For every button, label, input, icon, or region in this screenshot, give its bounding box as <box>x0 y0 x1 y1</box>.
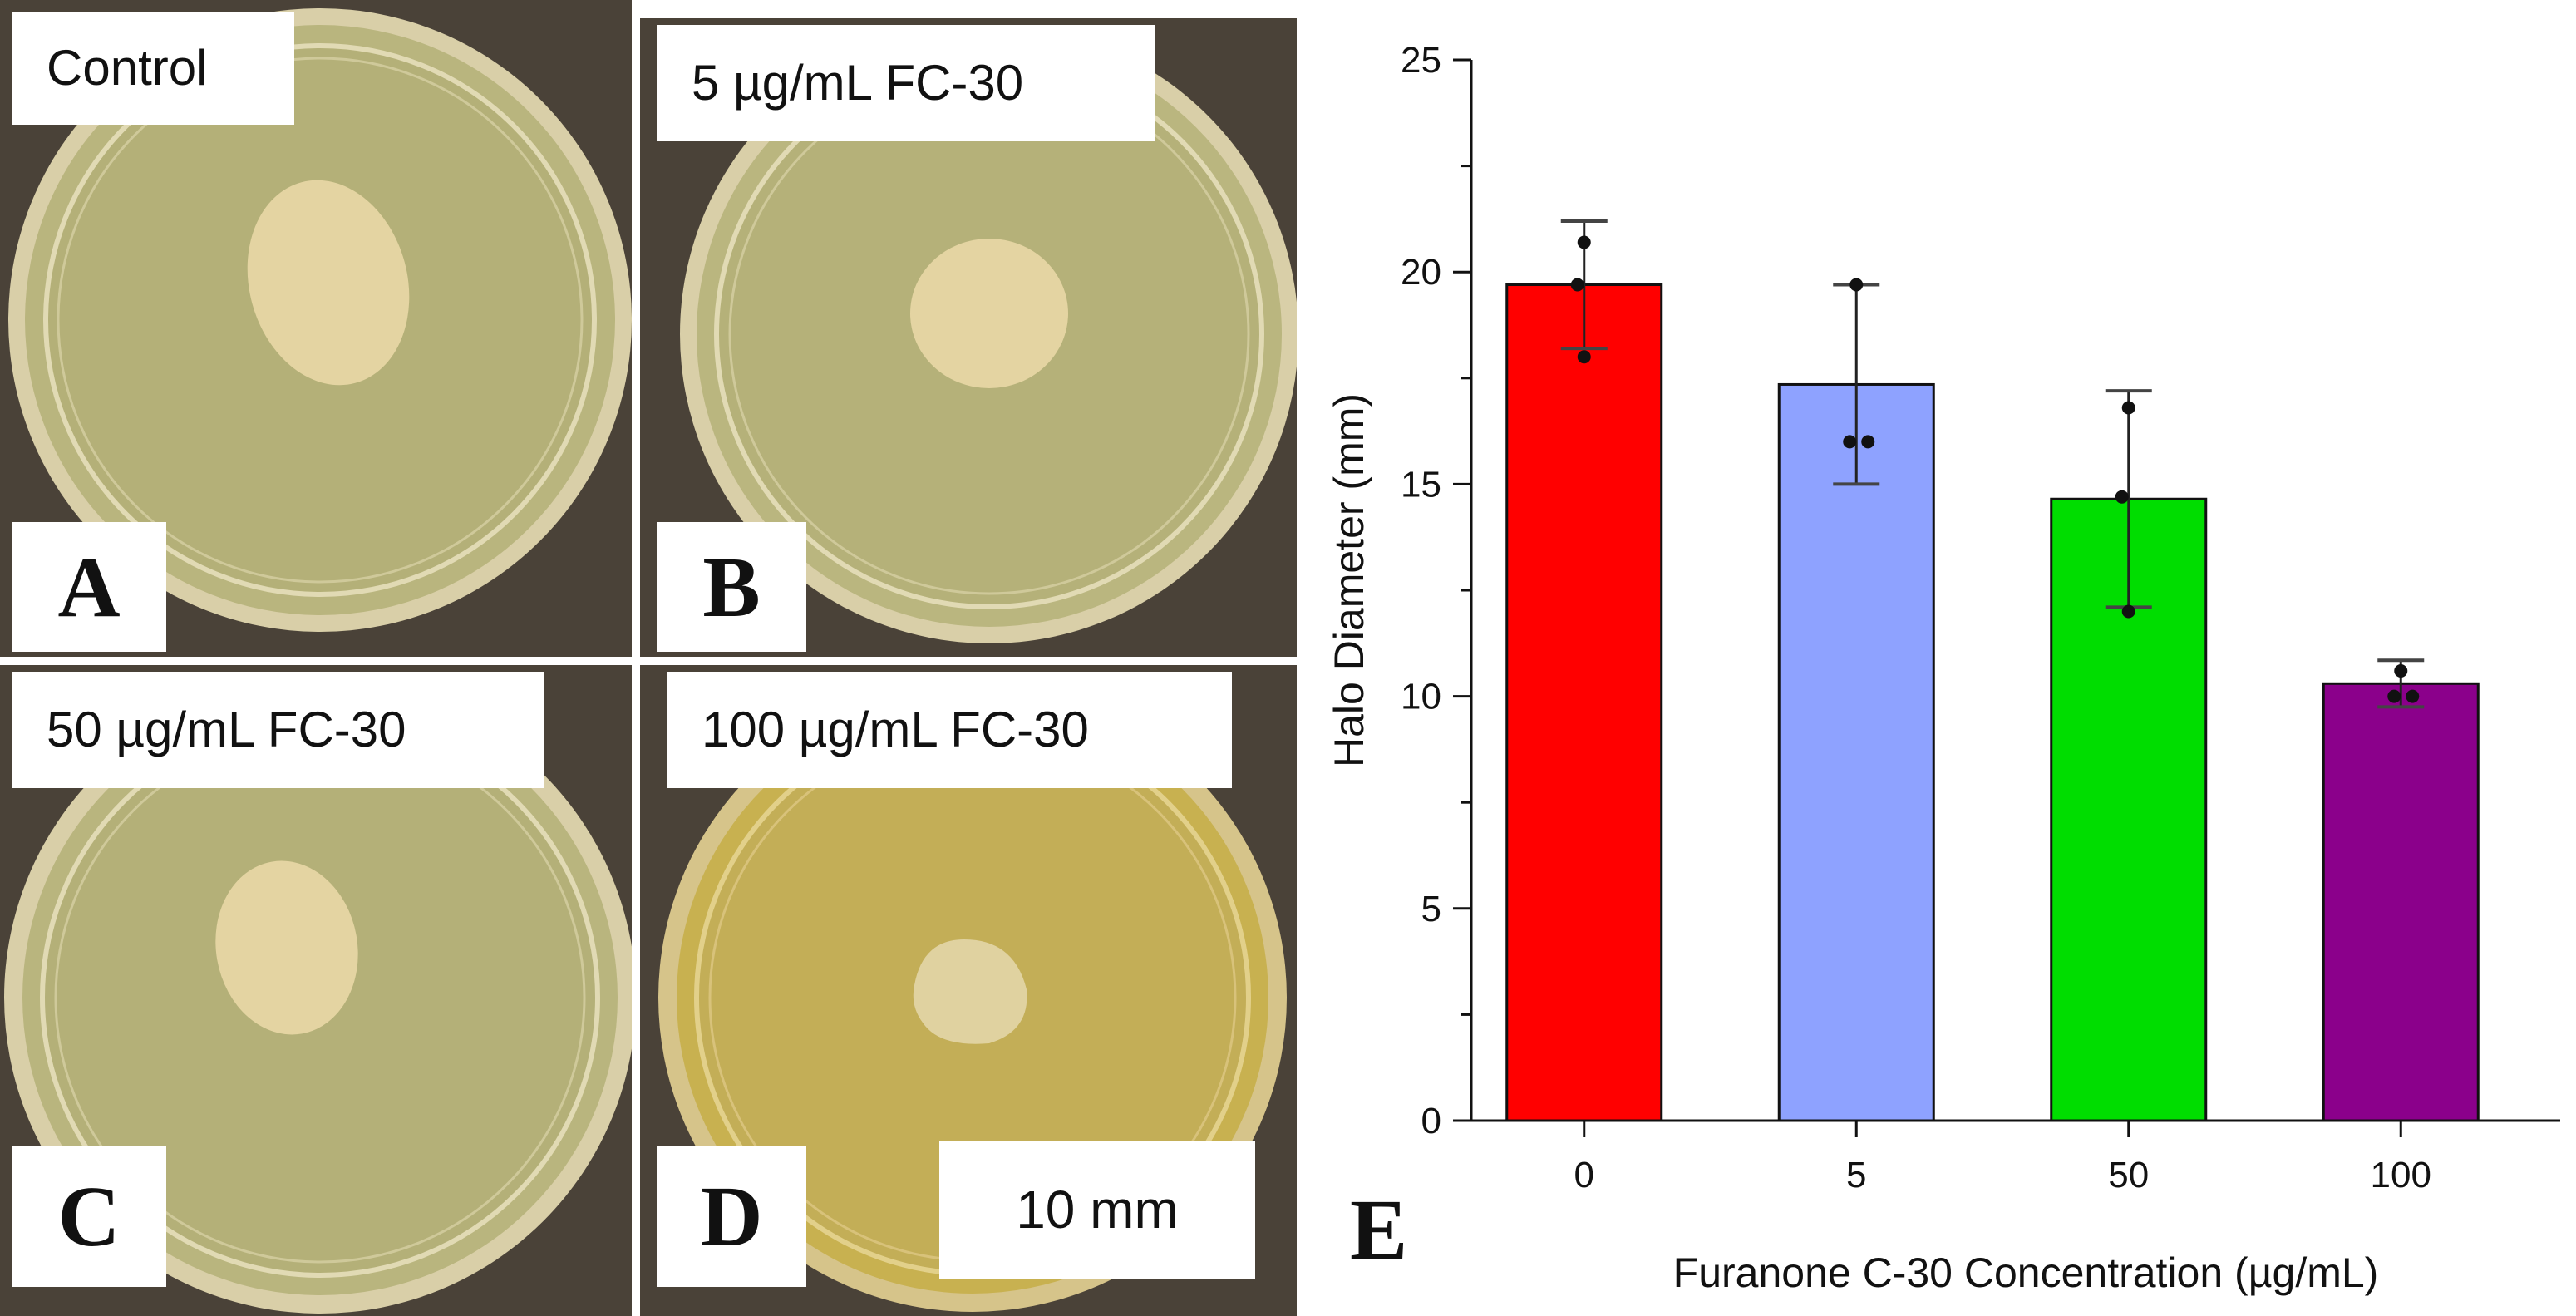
panel-c-label: 50 µg/mL FC-30 <box>12 672 544 788</box>
data-point-0 <box>1577 350 1591 364</box>
data-point-5 <box>1861 435 1875 449</box>
bar-5 <box>1777 382 1935 1122</box>
x-tick-label: 50 <box>2108 1155 2149 1195</box>
panel-a-label: Control <box>12 12 294 125</box>
bar-100 <box>2322 682 2480 1122</box>
halo-diameter-bar-chart: 0 5 10 15 20 25 0 5 50 100 Halo Diameter (mm) Fu… <box>1326 40 2560 1296</box>
panel-c-letter: C <box>12 1146 166 1287</box>
data-point-100 <box>2394 663 2408 678</box>
panel-b-label: 5 µg/mL FC-30 <box>657 25 1155 141</box>
y-tick-label: 15 <box>1401 464 1441 505</box>
data-point-100 <box>2387 689 2401 703</box>
panel-d-letter: D <box>657 1146 806 1287</box>
y-tick-label: 5 <box>1421 889 1441 929</box>
data-point-50 <box>2121 401 2135 415</box>
x-axis: 0 5 50 100 <box>1471 1119 2560 1195</box>
petri-dish-image-a <box>0 0 632 657</box>
data-point-0 <box>1577 235 1591 249</box>
x-tick-label: 5 <box>1846 1155 1866 1195</box>
y-tick-label: 20 <box>1401 252 1441 293</box>
data-point-50 <box>2121 604 2135 619</box>
y-tick-label: 0 <box>1421 1101 1441 1141</box>
y-tick-label: 25 <box>1401 40 1441 81</box>
x-tick-label: 100 <box>2371 1155 2431 1195</box>
bars <box>1505 283 2480 1122</box>
y-axis-title: Halo Diameter (mm) <box>1326 393 1372 767</box>
data-point-50 <box>2115 490 2129 504</box>
petri-dish-image-b <box>640 18 1297 657</box>
data-point-0 <box>1570 278 1584 292</box>
bar-0 <box>1505 283 1663 1122</box>
data-point-5 <box>1849 278 1864 292</box>
panel-b-letter: B <box>657 522 806 652</box>
x-tick-label: 0 <box>1574 1155 1594 1195</box>
scale-bar-label: 10 mm <box>939 1141 1255 1279</box>
error-bars <box>1560 219 2425 709</box>
y-tick-label: 10 <box>1401 677 1441 717</box>
data-point-5 <box>1843 435 1857 449</box>
panel-e-letter: E <box>1350 1182 1408 1278</box>
data-points <box>1570 235 2420 703</box>
x-axis-title: Furanone C-30 Concentration (µg/mL) <box>1673 1249 2379 1296</box>
panel-d-label: 100 µg/mL FC-30 <box>667 672 1232 788</box>
data-point-100 <box>2406 689 2420 703</box>
panel-a-letter: A <box>12 522 166 652</box>
y-axis: 0 5 10 15 20 25 <box>1401 40 1473 1141</box>
photo-panel-a <box>0 0 632 657</box>
